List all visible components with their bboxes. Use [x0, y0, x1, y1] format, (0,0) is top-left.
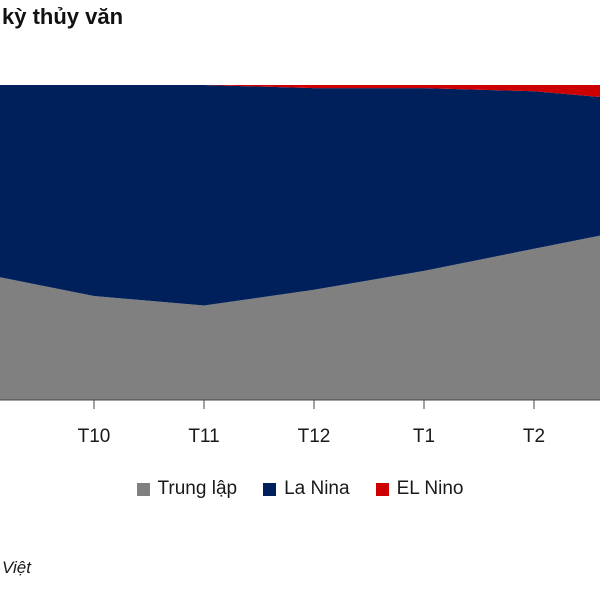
legend-swatch-elnino	[375, 482, 389, 496]
x-tick-label: T12	[298, 426, 331, 447]
legend-item-elnino: EL Nino	[375, 478, 464, 500]
chart-title: kỳ thủy văn	[2, 4, 124, 29]
legend-item-neutral: Trung lập	[136, 478, 238, 500]
legend-label-neutral: Trung lập	[157, 478, 238, 499]
legend-swatch-neutral	[136, 482, 150, 496]
legend-item-lanina: La Nina	[263, 478, 350, 500]
legend: Trung lập La Nina EL Nino	[0, 478, 600, 500]
stacked-area-chart: T10 T11 T12 T1 T2	[0, 85, 600, 447]
source-note: Việt	[2, 558, 31, 577]
area-series-1	[0, 85, 600, 306]
legend-label-lanina: La Nina	[284, 478, 350, 499]
x-tick-label: T10	[78, 426, 111, 447]
x-tick-label: T1	[413, 426, 435, 447]
x-tick-label: T2	[523, 426, 545, 447]
x-tick-label: T11	[188, 426, 219, 447]
legend-swatch-lanina	[263, 482, 277, 496]
area-series-0	[0, 235, 600, 400]
area-series-2	[0, 85, 600, 97]
legend-label-elnino: EL Nino	[396, 478, 464, 499]
